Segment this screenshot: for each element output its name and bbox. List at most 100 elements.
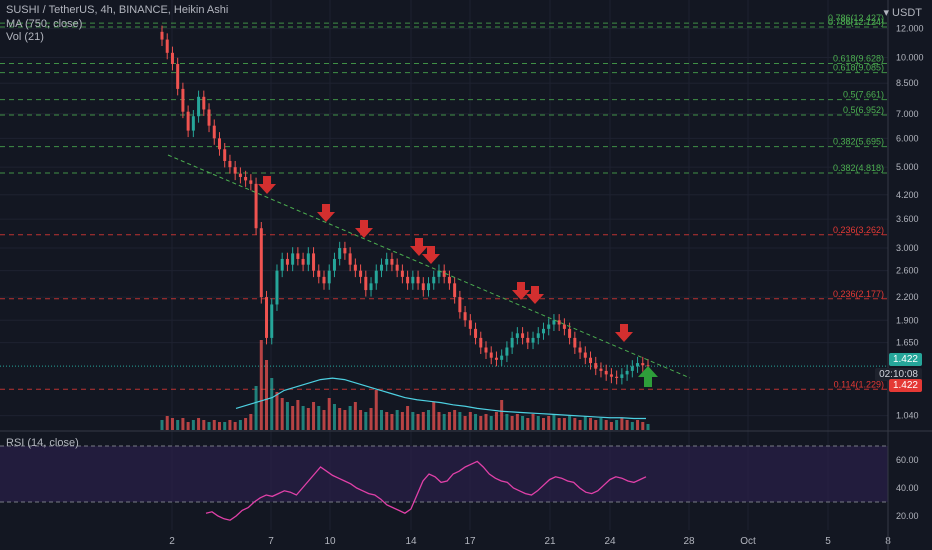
candle-body bbox=[583, 352, 587, 358]
last-price-tag: 1.422 bbox=[888, 353, 922, 366]
fib-level-label: 0.618(9.085) bbox=[833, 63, 884, 73]
chevron-down-icon: ▾ bbox=[883, 7, 889, 19]
candle-body bbox=[301, 258, 305, 265]
volume-bar bbox=[244, 418, 248, 430]
candle-body bbox=[359, 270, 363, 277]
volume-indicator-label[interactable]: Vol (21) bbox=[6, 31, 44, 43]
volume-bar bbox=[494, 412, 498, 430]
candle-body bbox=[526, 337, 530, 343]
candle-body bbox=[379, 264, 383, 271]
candle-body bbox=[609, 374, 613, 377]
candle-body bbox=[432, 276, 436, 284]
candle-body bbox=[212, 125, 216, 139]
candle-body bbox=[280, 258, 284, 271]
volume-bar bbox=[359, 410, 363, 430]
candle-body bbox=[270, 304, 274, 338]
y-tick-label: 2.600 bbox=[896, 266, 919, 276]
candle-body bbox=[306, 253, 310, 265]
rsi-indicator-label[interactable]: RSI (14, close) bbox=[6, 437, 79, 449]
fib-level-label: 0.382(4.818) bbox=[833, 163, 884, 173]
volume-bar bbox=[312, 402, 316, 430]
down-arrow-icon bbox=[410, 238, 428, 256]
volume-bar bbox=[207, 422, 211, 430]
down-arrow-icon bbox=[615, 324, 633, 342]
volume-bar bbox=[160, 420, 164, 430]
candle-body bbox=[259, 228, 263, 298]
volume-bar bbox=[265, 360, 269, 430]
volume-bar bbox=[620, 418, 624, 430]
volume-bar bbox=[615, 420, 619, 430]
volume-bar bbox=[238, 420, 242, 430]
candle-body bbox=[176, 63, 180, 89]
candle-body bbox=[636, 363, 640, 367]
volume-bar bbox=[505, 414, 509, 430]
volume-bar bbox=[531, 414, 535, 430]
volume-bar bbox=[526, 418, 530, 430]
volume-bar bbox=[385, 412, 389, 430]
volume-bar bbox=[270, 378, 274, 430]
candle-body bbox=[170, 52, 174, 64]
candle-body bbox=[416, 276, 420, 284]
candle-body bbox=[249, 180, 253, 184]
volume-bar bbox=[332, 404, 336, 430]
candle-body bbox=[474, 328, 478, 338]
fib-level-label: 0.382(5.695) bbox=[833, 137, 884, 147]
candle-body bbox=[427, 283, 431, 291]
volume-bar bbox=[636, 420, 640, 430]
volume-bar bbox=[437, 412, 441, 430]
volume-bar bbox=[609, 422, 613, 430]
candle-body bbox=[594, 363, 598, 369]
volume-bar bbox=[484, 414, 488, 430]
volume-bar bbox=[583, 416, 587, 430]
candle-body bbox=[317, 270, 321, 277]
x-tick-label: 14 bbox=[405, 536, 417, 547]
volume-bar bbox=[411, 412, 415, 430]
candle-body bbox=[463, 312, 467, 321]
candle-body bbox=[489, 352, 493, 358]
volume-bar bbox=[573, 418, 577, 430]
volume-bar bbox=[568, 416, 572, 430]
volume-bar bbox=[521, 416, 525, 430]
volume-bar bbox=[191, 420, 195, 430]
candle-body bbox=[369, 283, 373, 291]
candle-body bbox=[646, 365, 650, 367]
volume-bar bbox=[364, 412, 368, 430]
volume-bar bbox=[275, 392, 279, 430]
fib-level-label: 0.236(3.262) bbox=[833, 225, 884, 235]
y-tick-label: 3.000 bbox=[896, 243, 919, 253]
candle-body bbox=[374, 270, 378, 284]
y-tick-label: 2.200 bbox=[896, 292, 919, 302]
fib-level-label: 0.786(12.124) bbox=[828, 17, 884, 27]
volume-bar bbox=[557, 418, 561, 430]
volume-bar bbox=[181, 418, 185, 430]
candle-body bbox=[160, 31, 164, 40]
rsi-band bbox=[0, 446, 888, 502]
volume-bar bbox=[291, 406, 295, 430]
volume-bar bbox=[197, 418, 201, 430]
ma-indicator-label[interactable]: MA (750, close) bbox=[6, 18, 83, 30]
volume-bar bbox=[348, 406, 352, 430]
volume-bar bbox=[646, 424, 650, 430]
volume-bar bbox=[202, 420, 206, 430]
candle-body bbox=[510, 337, 514, 348]
candle-body bbox=[343, 248, 347, 254]
fib-level-label: 0.236(2.177) bbox=[833, 289, 884, 299]
candle-body bbox=[165, 39, 169, 53]
y-tick-label: 1.040 bbox=[896, 411, 919, 421]
candle-body bbox=[505, 347, 509, 356]
down-arrow-icon bbox=[422, 246, 440, 264]
currency-label[interactable]: ▾ USDT bbox=[883, 6, 922, 19]
volume-bar bbox=[562, 418, 566, 430]
volume-bar bbox=[259, 340, 263, 430]
volume-bar bbox=[374, 390, 378, 430]
candle-body bbox=[406, 276, 410, 284]
candle-body bbox=[630, 366, 634, 371]
volume-bar bbox=[541, 418, 545, 430]
y-tick-label: 6.000 bbox=[896, 133, 919, 143]
candle-body bbox=[233, 167, 237, 174]
candle-body bbox=[578, 347, 582, 353]
candle-body bbox=[228, 160, 232, 168]
volume-bar bbox=[317, 406, 321, 430]
